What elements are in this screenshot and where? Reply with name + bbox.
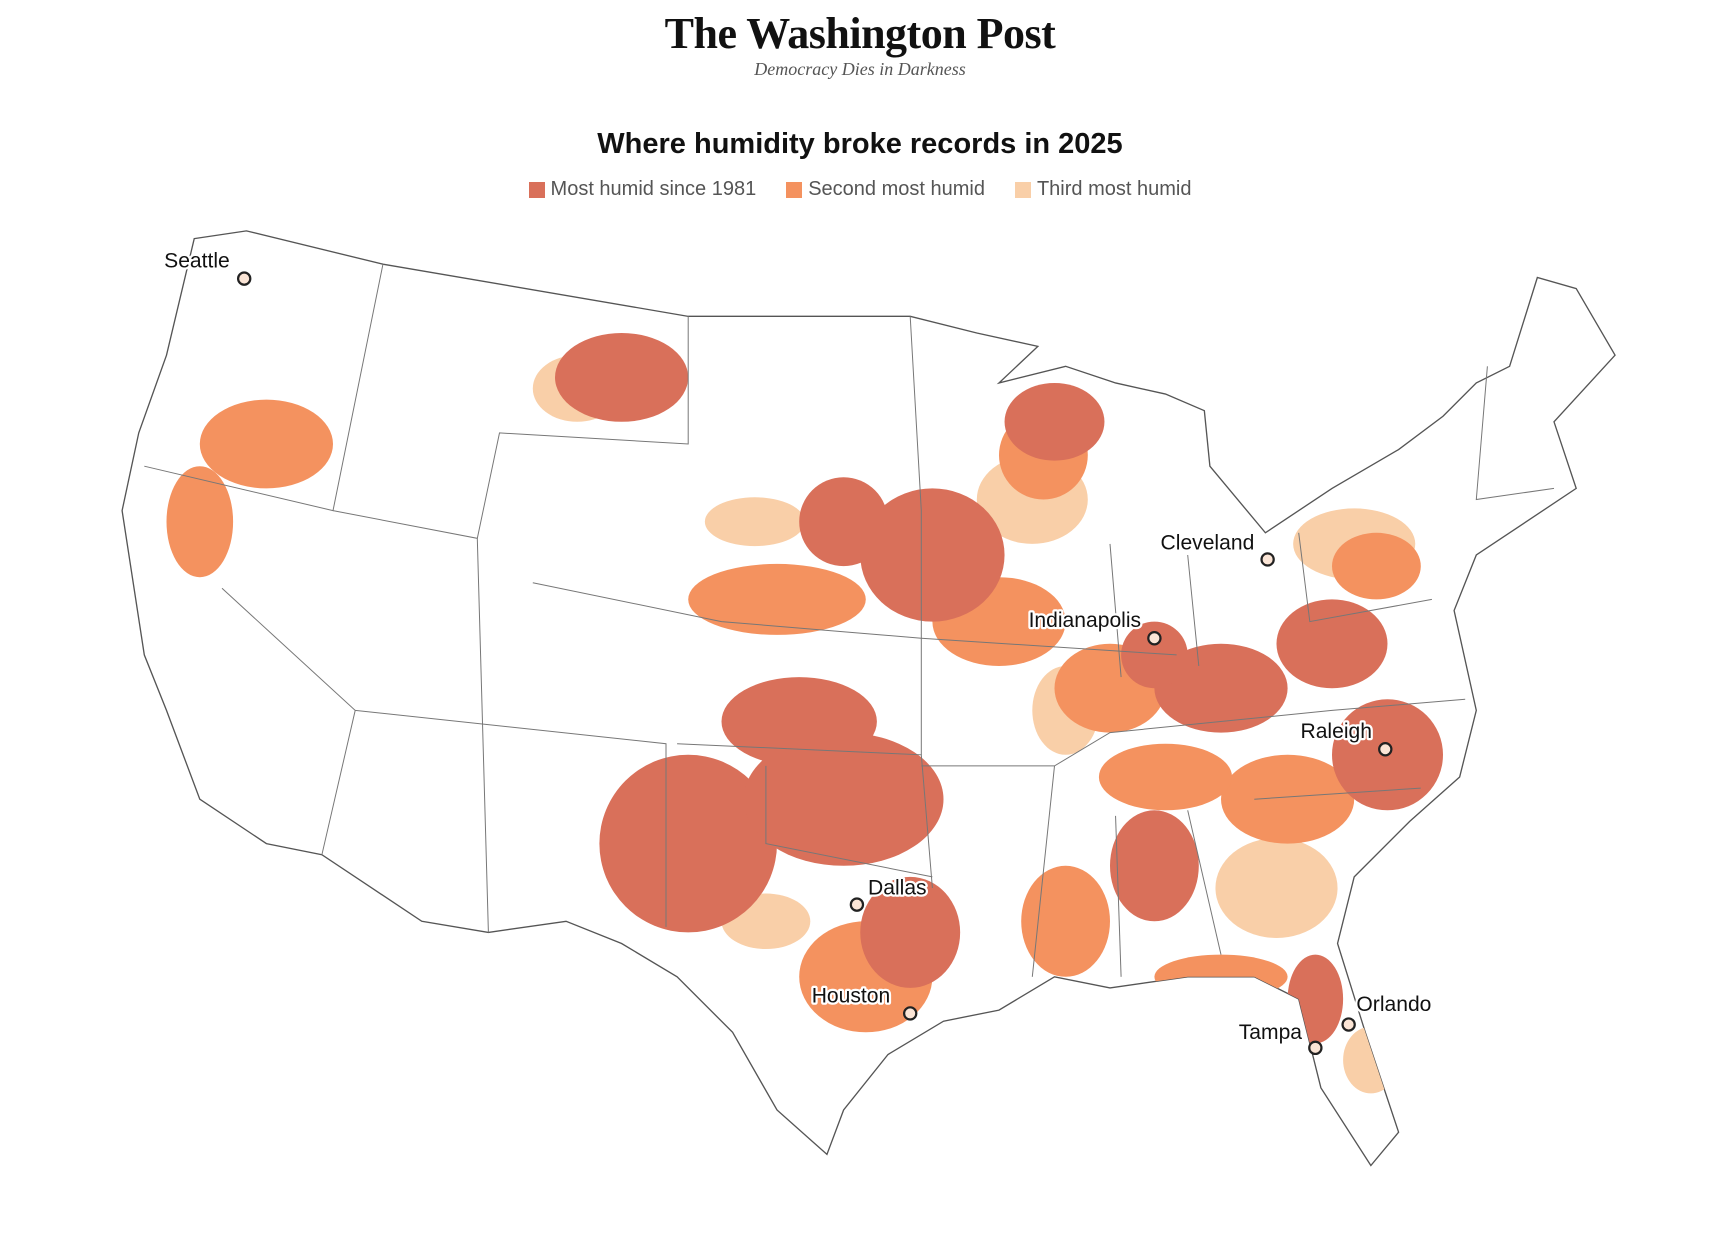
area-third bbox=[704, 497, 805, 547]
area-most bbox=[860, 488, 1005, 622]
legend-label: Most humid since 1981 bbox=[550, 178, 757, 200]
city-marker bbox=[849, 897, 865, 912]
legend-item: Most humid since 1981 bbox=[528, 178, 757, 201]
legend: Most humid since 1981 Second most humid Th… bbox=[0, 178, 1720, 201]
state-line bbox=[332, 510, 489, 933]
area-second bbox=[199, 399, 333, 489]
area-most bbox=[1110, 810, 1199, 922]
area-most bbox=[860, 876, 961, 988]
state-line bbox=[765, 765, 933, 878]
legend-swatch bbox=[1014, 181, 1031, 198]
state-line bbox=[1254, 787, 1421, 800]
area-most bbox=[555, 333, 689, 422]
legend-label: Second most humid bbox=[808, 178, 985, 200]
area-most bbox=[1154, 643, 1288, 733]
city-marker bbox=[236, 271, 252, 286]
state-line bbox=[909, 316, 922, 755]
state-line bbox=[921, 698, 1466, 767]
legend-item: Second most humid bbox=[786, 178, 985, 201]
city-labels: Seattle Cleveland Indianapolis Raleigh D… bbox=[162, 247, 1434, 1046]
map-body: Seattle Cleveland Indianapolis Raleigh D… bbox=[121, 230, 1616, 1167]
site-title[interactable]: The Washington Post bbox=[664, 9, 1056, 58]
state-line bbox=[1187, 810, 1222, 955]
city-label: Cleveland bbox=[1161, 531, 1255, 554]
area-most bbox=[599, 754, 777, 933]
area-second bbox=[688, 563, 866, 635]
masthead: The Washington Post Democracy Dies in Da… bbox=[0, 8, 1720, 80]
area-second bbox=[1098, 743, 1233, 811]
city-label: Orlando bbox=[1356, 993, 1431, 1016]
state-line bbox=[532, 582, 1177, 656]
city-label: Indianapolis bbox=[1029, 609, 1142, 632]
area-most bbox=[799, 477, 888, 567]
area-third bbox=[1215, 838, 1338, 938]
area-second bbox=[1221, 754, 1355, 844]
city-label: Houston bbox=[812, 984, 891, 1007]
area-most bbox=[743, 732, 944, 866]
city-marker bbox=[1341, 1017, 1356, 1032]
city-marker bbox=[1147, 631, 1162, 646]
legend-swatch bbox=[786, 181, 803, 198]
state-line bbox=[1187, 554, 1200, 667]
area-most bbox=[1276, 599, 1388, 689]
legend-label: Third most humid bbox=[1036, 178, 1192, 200]
city-markers bbox=[236, 271, 1393, 1056]
humidity-areas bbox=[166, 333, 1443, 1094]
city-marker bbox=[1260, 552, 1275, 567]
site-tagline: Democracy Dies in Darkness bbox=[754, 59, 966, 79]
city-marker bbox=[1378, 742, 1393, 757]
area-second bbox=[166, 466, 234, 578]
chart-title: Where humidity broke records in 2025 bbox=[597, 128, 1123, 160]
city-label: Raleigh bbox=[1300, 720, 1371, 743]
area-second bbox=[1021, 865, 1110, 977]
city-marker bbox=[1308, 1040, 1323, 1056]
area-most bbox=[1121, 621, 1188, 689]
legend-item: Third most humid bbox=[1014, 178, 1192, 201]
city-label: Seattle bbox=[164, 250, 230, 273]
state-line bbox=[476, 316, 689, 539]
city-label: Dallas bbox=[868, 877, 927, 900]
city-marker bbox=[902, 1006, 918, 1021]
area-most bbox=[721, 677, 877, 766]
area-third bbox=[1343, 1026, 1399, 1094]
state-line bbox=[1031, 765, 1055, 977]
state-lines bbox=[144, 264, 1555, 977]
area-second bbox=[1332, 532, 1421, 600]
state-line bbox=[355, 709, 667, 927]
legend-swatch bbox=[528, 181, 545, 198]
state-line bbox=[1298, 532, 1432, 623]
state-line bbox=[1475, 366, 1555, 501]
state-line bbox=[1115, 815, 1122, 977]
city-label: Tampa bbox=[1239, 1021, 1303, 1044]
state-line bbox=[1109, 543, 1122, 678]
area-most bbox=[1004, 382, 1105, 461]
